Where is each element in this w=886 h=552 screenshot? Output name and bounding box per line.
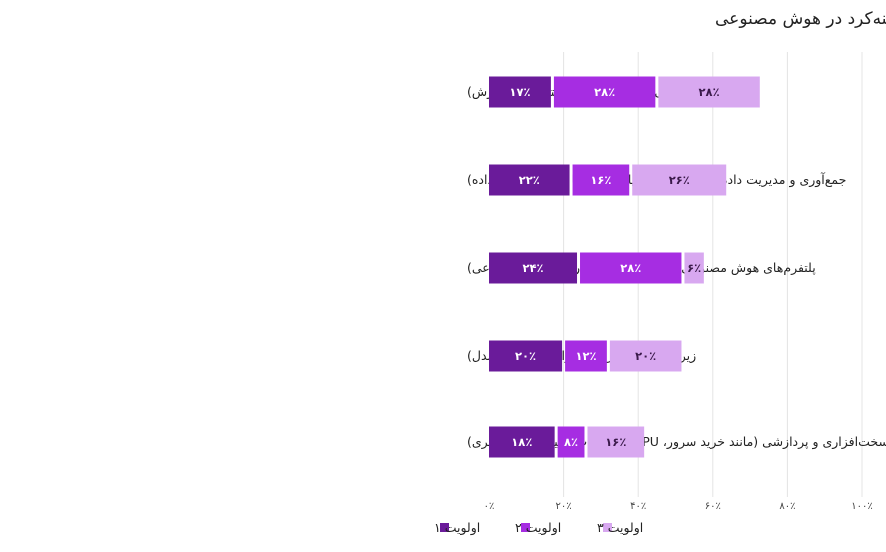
bar-segment: [489, 426, 555, 458]
legend-swatch: [521, 523, 530, 532]
bar-value-label: ۲۰٪: [515, 349, 536, 363]
x-axis-ticks: ۰٪ ۲۰٪ ۴۰٪ ۶۰٪ ۸۰٪ ۱۰۰٪: [484, 501, 873, 512]
bar-segment: [489, 76, 551, 108]
bar-value-label: ۱۸٪: [511, 435, 532, 449]
chart-title: اولویت هزینه‌کرد در هوش مصنوعی: [715, 9, 886, 29]
bar-value-label: ۱۲٪: [575, 349, 596, 363]
bar-segment: [609, 340, 682, 372]
bar-segment: [580, 252, 682, 284]
bar-value-label: ۲۰٪: [635, 349, 656, 363]
bars: ۱۷٪ ۲۸٪ ۲۸٪ ۲۲٪ ۱۶٪ ۲۶٪ ۲۴٪ ۲۸٪ ۶٪ ۲۰٪ ۱۲٪ ۲۰٪ ۱۸٪ ۸٪…: [489, 76, 760, 458]
bar-segment: [557, 426, 585, 458]
x-tick-label: ۶۰٪: [705, 501, 721, 512]
bar-segment: [572, 164, 630, 196]
bar-value-label: ۱۶٪: [605, 435, 626, 449]
bar-segment: [489, 252, 578, 284]
x-tick-label: ۰٪: [484, 501, 495, 512]
bar-value-label: ۶٪: [687, 261, 701, 275]
bar-segment: [658, 76, 760, 108]
bar-value-label: ۲۲٪: [519, 173, 540, 187]
bar-value-label: ۲۸٪: [620, 261, 641, 275]
x-tick-label: ۸۰٪: [779, 501, 795, 512]
bar-value-label: ۲۸٪: [594, 85, 615, 99]
bar-segment: [684, 252, 704, 284]
x-tick-label: ۴۰٪: [630, 501, 646, 512]
legend: اولویت ۱ اولویت ۲ اولویت ۳: [434, 520, 643, 536]
bar-value-label: ۱۷٪: [509, 85, 530, 99]
bar-value-label: ۲۶٪: [669, 173, 690, 187]
bar-value-label: ۲۴٪: [522, 261, 543, 275]
legend-label: اولویت ۱: [434, 520, 480, 536]
bar-segment: [489, 164, 570, 196]
legend-swatch: [440, 523, 449, 532]
bar-segment: [632, 164, 727, 196]
x-tick-label: ۱۰۰٪: [851, 501, 872, 512]
gridlines: [563, 52, 863, 497]
legend-swatch: [603, 523, 612, 532]
bar-segment: [489, 340, 563, 372]
x-tick-label: ۲۰٪: [556, 501, 572, 512]
bar-value-label: ۲۸٪: [699, 85, 720, 99]
bar-segment: [553, 76, 656, 108]
bar-segment: [587, 426, 645, 458]
legend-label: اولویت ۲: [515, 520, 561, 536]
bar-value-label: ۸٪: [564, 435, 578, 449]
bar-value-label: ۱۶٪: [590, 173, 611, 187]
bar-segment: [565, 340, 607, 372]
legend-label: اولویت ۳: [597, 520, 643, 536]
